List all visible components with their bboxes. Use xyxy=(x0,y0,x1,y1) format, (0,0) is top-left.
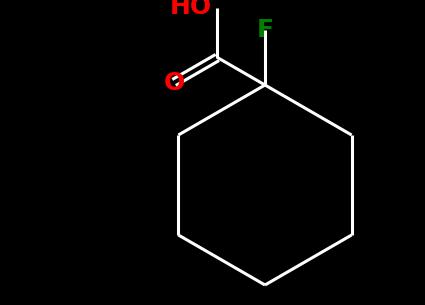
Text: F: F xyxy=(257,18,274,42)
Text: O: O xyxy=(164,70,185,95)
Text: HO: HO xyxy=(170,0,212,20)
